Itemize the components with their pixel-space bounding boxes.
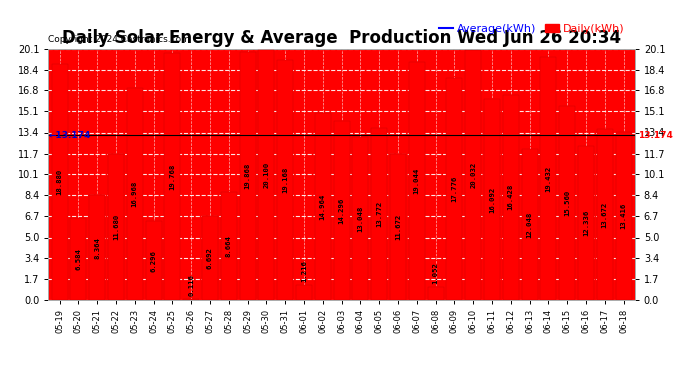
Bar	[315, 113, 331, 300]
Bar	[559, 105, 575, 300]
Text: 11.672: 11.672	[395, 214, 401, 240]
Bar	[221, 192, 237, 300]
Bar	[239, 52, 255, 300]
Bar	[597, 129, 613, 300]
Bar	[296, 285, 312, 300]
Bar	[390, 154, 406, 300]
Text: 13.416: 13.416	[620, 203, 627, 229]
Text: 16.428: 16.428	[508, 184, 514, 210]
Text: 1.216: 1.216	[301, 260, 307, 282]
Text: 16.968: 16.968	[132, 181, 138, 207]
Text: 16.092: 16.092	[489, 186, 495, 213]
Text: 15.560: 15.560	[564, 190, 570, 216]
Text: 17.776: 17.776	[451, 176, 457, 202]
Bar	[277, 60, 293, 300]
Text: 14.964: 14.964	[319, 194, 326, 220]
Text: 0.116: 0.116	[188, 274, 194, 296]
Text: 14.296: 14.296	[339, 198, 344, 224]
Bar	[127, 88, 143, 300]
Text: 6.584: 6.584	[75, 248, 81, 270]
Text: 13.672: 13.672	[602, 201, 608, 228]
Bar	[428, 287, 444, 300]
Bar	[52, 64, 68, 300]
Text: 1.052: 1.052	[433, 262, 439, 284]
Bar	[202, 216, 218, 300]
Text: 19.868: 19.868	[244, 163, 250, 189]
Bar	[578, 146, 594, 300]
Bar	[183, 298, 199, 300]
Text: 6.296: 6.296	[150, 250, 157, 272]
Text: 13.772: 13.772	[376, 201, 382, 227]
Text: 12.336: 12.336	[583, 210, 589, 236]
Text: 13.048: 13.048	[357, 206, 364, 232]
Bar	[164, 53, 180, 300]
Text: 19.168: 19.168	[282, 167, 288, 194]
Title: Daily Solar Energy & Average  Production Wed Jun 26 20:34: Daily Solar Energy & Average Production …	[62, 29, 621, 47]
Bar	[615, 132, 631, 300]
Bar	[465, 50, 481, 300]
Text: 11.680: 11.680	[113, 214, 119, 240]
Bar	[503, 94, 519, 300]
Text: 6.692: 6.692	[207, 247, 213, 269]
Text: 19.432: 19.432	[545, 165, 551, 192]
Text: 19.768: 19.768	[169, 164, 175, 190]
Text: ←13.174: ←13.174	[49, 131, 91, 140]
Text: 18.880: 18.880	[57, 169, 63, 195]
Text: 12.048: 12.048	[526, 211, 533, 238]
Bar	[446, 78, 462, 300]
Bar	[522, 149, 538, 300]
Bar	[333, 121, 350, 300]
Bar	[258, 49, 275, 300]
Legend: Average(kWh), Daily(kWh): Average(kWh), Daily(kWh)	[435, 19, 629, 38]
Text: 13.174: 13.174	[638, 131, 673, 140]
Text: 19.044: 19.044	[414, 168, 420, 194]
Bar	[484, 99, 500, 300]
Bar	[371, 128, 387, 300]
Bar	[408, 62, 425, 300]
Text: 8.664: 8.664	[226, 235, 232, 257]
Bar	[540, 57, 556, 300]
Bar	[108, 154, 124, 300]
Bar	[70, 218, 86, 300]
Bar	[146, 221, 161, 300]
Text: 20.032: 20.032	[470, 162, 476, 188]
Text: 8.364: 8.364	[94, 237, 100, 259]
Text: 20.100: 20.100	[264, 161, 269, 188]
Text: Copyright 2024 Castronics.com: Copyright 2024 Castronics.com	[48, 35, 190, 44]
Bar	[89, 195, 105, 300]
Bar	[353, 137, 368, 300]
